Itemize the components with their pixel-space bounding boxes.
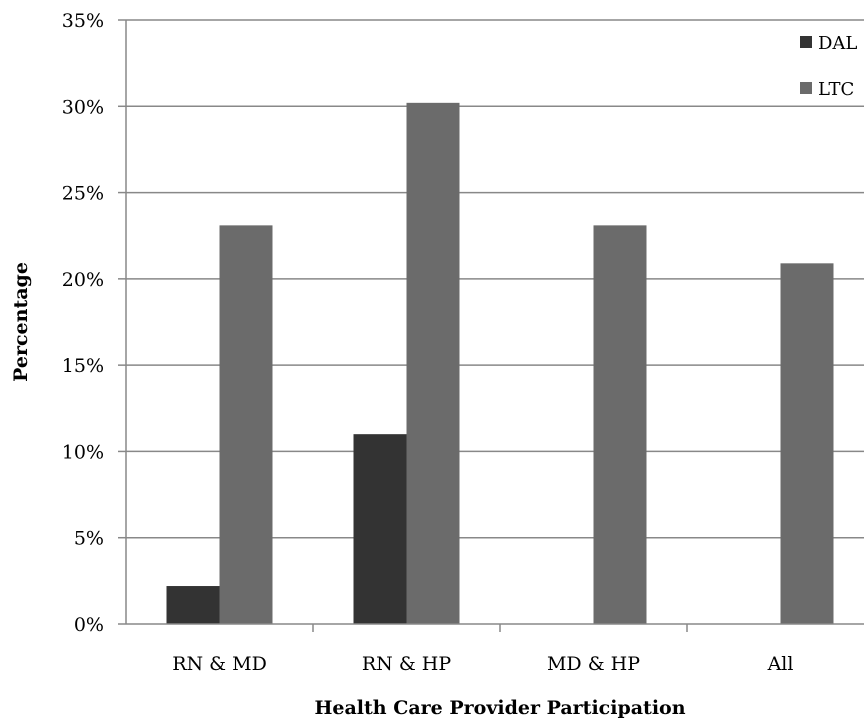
y-tick-label: 5% <box>74 528 104 550</box>
y-tick-label: 25% <box>62 183 104 205</box>
y-tick-label: 0% <box>74 614 104 636</box>
bar-ltc-rn-md <box>219 225 273 625</box>
bar-ltc-all <box>780 263 834 624</box>
x-tick-label-rn-hp: RN & HP <box>362 653 451 675</box>
legend-label-dal: DAL <box>818 33 857 54</box>
bar-ltc-md-hp <box>593 225 647 625</box>
legend-label-ltc: LTC <box>818 79 854 100</box>
x-tick-labels: RN & MD RN & HP MD & HP All <box>172 653 793 675</box>
legend: DAL LTC <box>800 33 857 100</box>
x-tick-label-md-hp: MD & HP <box>547 653 640 675</box>
x-axis-title: Health Care Provider Participation <box>314 697 685 719</box>
axes <box>125 20 864 625</box>
y-tick-labels: 0% 5% 10% 15% 20% 25% 30% 35% <box>62 10 104 636</box>
y-tick-label: 30% <box>62 96 104 118</box>
x-tick-label-rn-md: RN & MD <box>172 653 267 675</box>
y-tick-label: 35% <box>62 10 104 32</box>
bar-dal-rn-hp <box>353 434 407 624</box>
legend-swatch-ltc <box>800 82 812 94</box>
y-tick-label: 20% <box>62 269 104 291</box>
x-tick-label-all: All <box>767 653 794 675</box>
y-tick-label: 10% <box>62 441 104 463</box>
legend-swatch-dal <box>800 36 812 48</box>
bars <box>166 102 834 625</box>
bar-ltc-rn-hp <box>406 102 460 624</box>
y-tick-label: 15% <box>62 355 104 377</box>
y-axis-title: Percentage <box>10 262 32 382</box>
bar-dal-rn-md <box>166 586 220 624</box>
